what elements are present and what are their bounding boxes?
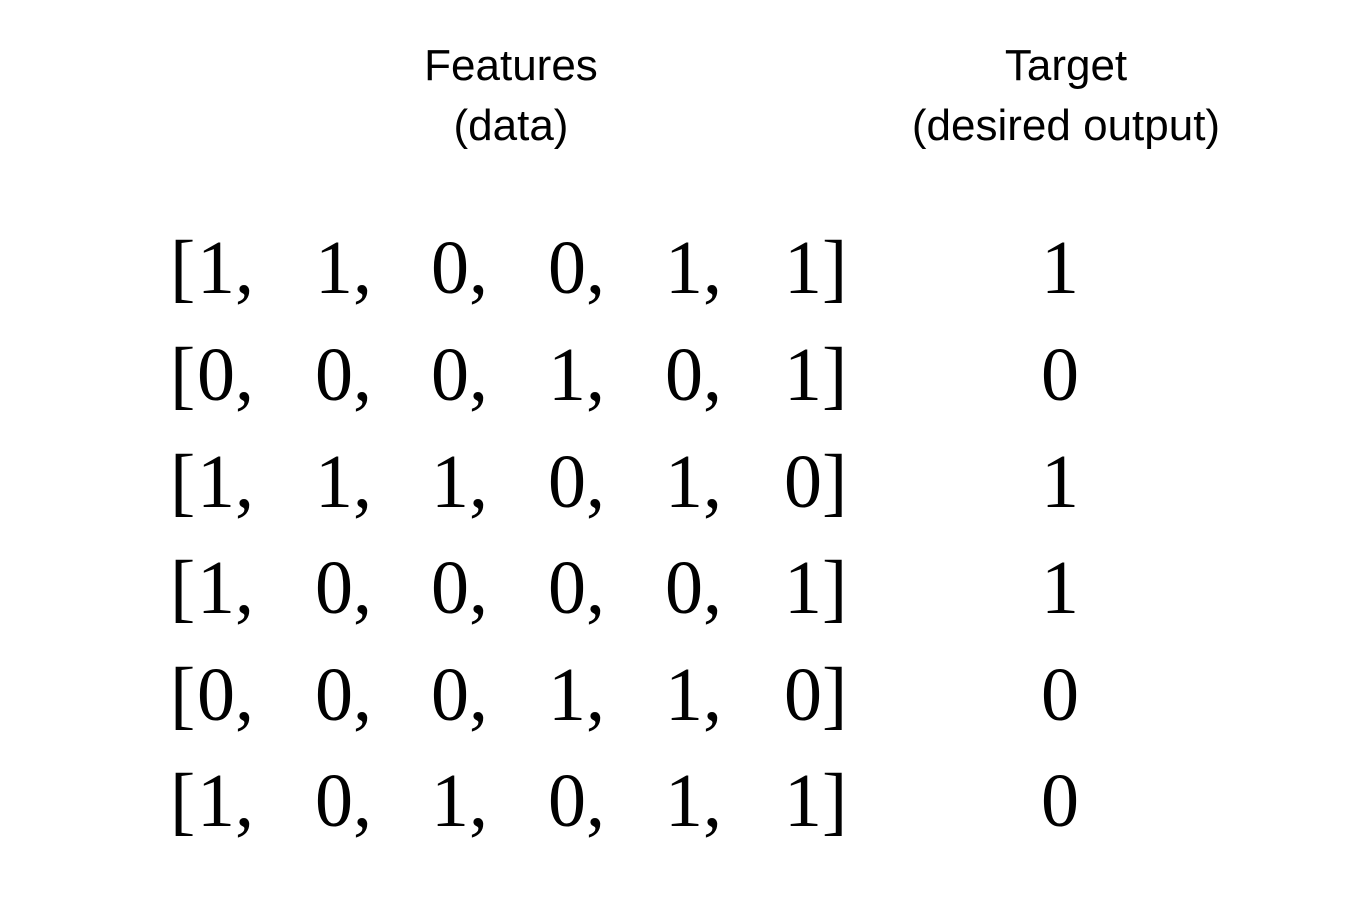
feature-value: 1, (665, 226, 722, 310)
feature-value: 1, (197, 226, 254, 310)
feature-value: 0, (431, 546, 488, 630)
feature-value: 1] (784, 226, 848, 310)
features-header: Features (data) (311, 36, 711, 156)
target-value: 1 (1041, 546, 1079, 630)
feature-value: 1] (784, 546, 848, 630)
table-row: [1, 1, 0, 0, 1, 1] 1 (0, 215, 1364, 322)
feature-value: 1, (548, 333, 605, 417)
target-subtitle: (desired output) (911, 101, 1221, 150)
feature-value: 0, (431, 226, 488, 310)
feature-value: 0] (784, 440, 848, 524)
feature-value: 0, (431, 333, 488, 417)
features-title: Features (424, 41, 598, 90)
target-value: 1 (1041, 226, 1079, 310)
feature-value: 0, (315, 759, 372, 843)
feature-value: 1] (784, 333, 848, 417)
feature-value: 0, (197, 653, 254, 737)
feature-value: 0, (548, 759, 605, 843)
feature-value: 1, (197, 759, 254, 843)
open-bracket: [ (170, 546, 196, 630)
feature-value: 1, (548, 653, 605, 737)
feature-value: 1, (315, 226, 372, 310)
feature-value: 0, (315, 653, 372, 737)
target-value: 0 (1041, 759, 1079, 843)
open-bracket: [ (170, 440, 196, 524)
feature-value: 1, (197, 440, 254, 524)
feature-value: 0, (315, 333, 372, 417)
table-row: [0, 0, 0, 1, 0, 1] 0 (0, 322, 1364, 429)
feature-value: 0, (431, 653, 488, 737)
open-bracket: [ (170, 759, 196, 843)
feature-value: 1, (431, 759, 488, 843)
target-value: 0 (1041, 333, 1079, 417)
feature-value: 1, (431, 440, 488, 524)
feature-value: 0, (548, 226, 605, 310)
feature-value: 0] (784, 653, 848, 737)
feature-value: 0, (548, 546, 605, 630)
feature-value: 1, (315, 440, 372, 524)
feature-value: 1, (665, 653, 722, 737)
feature-value: 1] (784, 759, 848, 843)
table-row: [1, 0, 1, 0, 1, 1] 0 (0, 748, 1364, 855)
target-title: Target (1004, 41, 1128, 90)
feature-value: 0, (665, 333, 722, 417)
table-row: [1, 0, 0, 0, 0, 1] 1 (0, 535, 1364, 642)
target-value: 0 (1041, 653, 1079, 737)
open-bracket: [ (170, 226, 196, 310)
feature-value: 0, (548, 440, 605, 524)
feature-value: 1, (665, 440, 722, 524)
features-subtitle: (data) (453, 101, 569, 150)
feature-value: 1, (665, 759, 722, 843)
feature-value: 0, (315, 546, 372, 630)
table-row: [0, 0, 0, 1, 1, 0] 0 (0, 642, 1364, 749)
table-row: [1, 1, 1, 0, 1, 0] 1 (0, 429, 1364, 536)
feature-value: 0, (197, 333, 254, 417)
open-bracket: [ (170, 333, 196, 417)
target-header: Target (desired output) (866, 36, 1266, 156)
feature-value: 0, (665, 546, 722, 630)
feature-value: 1, (197, 546, 254, 630)
open-bracket: [ (170, 653, 196, 737)
target-value: 1 (1041, 440, 1079, 524)
